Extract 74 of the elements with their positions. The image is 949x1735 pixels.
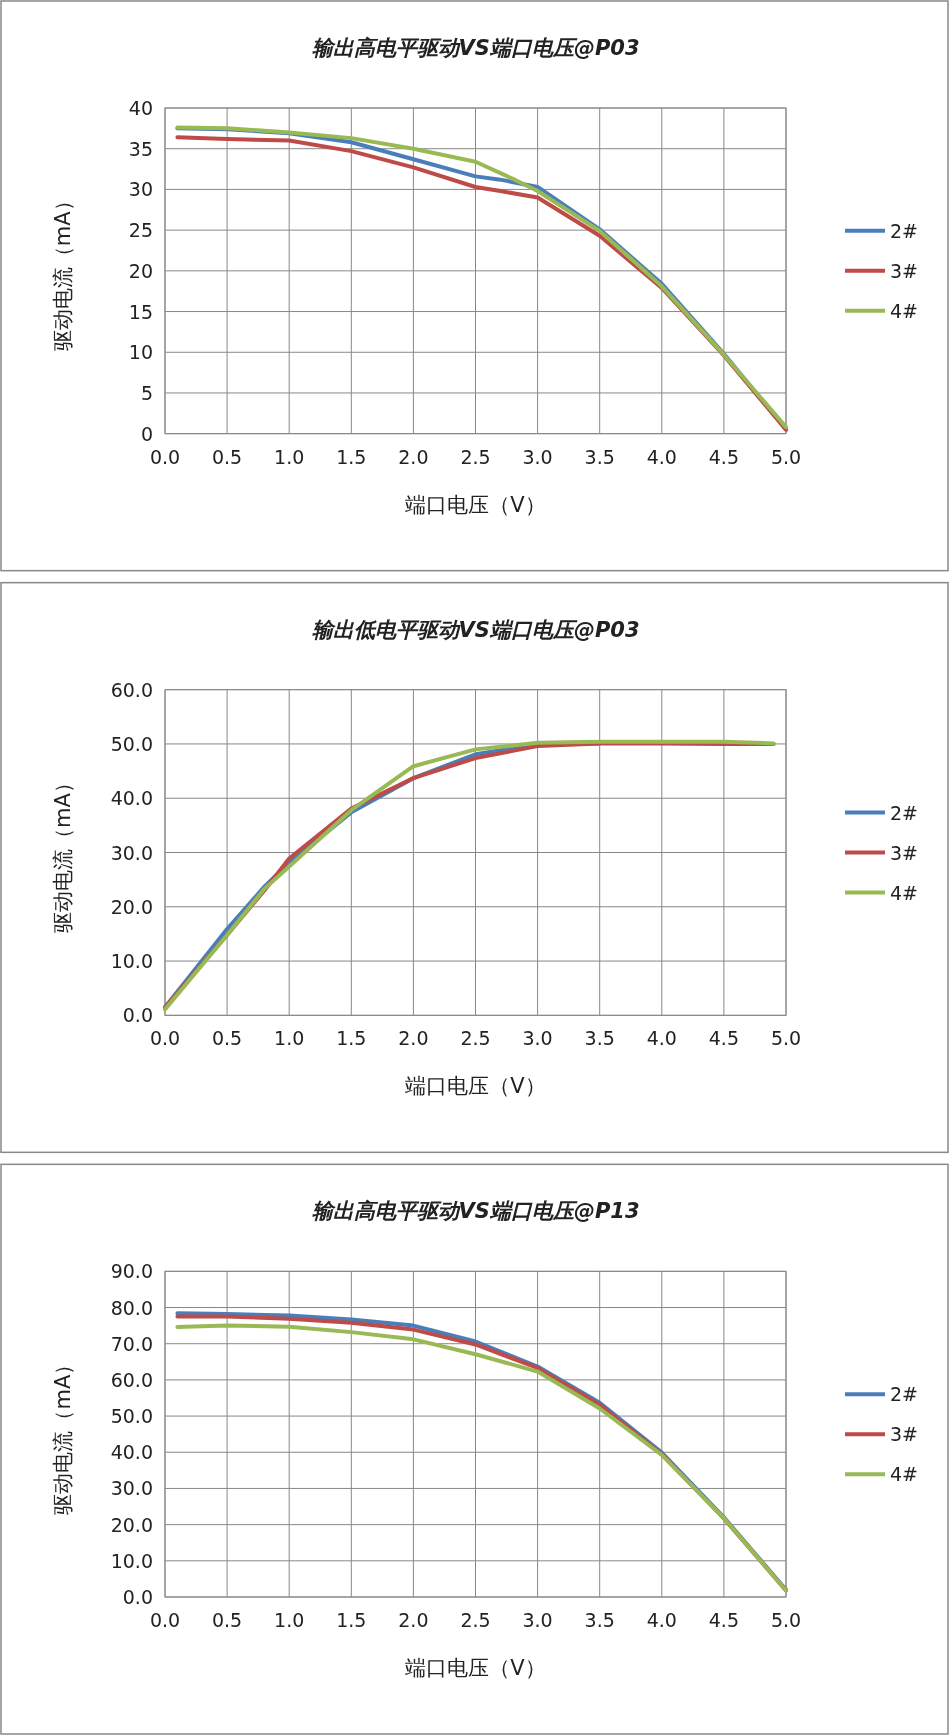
y-tick-label: 0.0 — [122, 1004, 153, 1027]
x-tick-label: 2.0 — [398, 1027, 429, 1050]
x-axis-title: 端口电压（V） — [405, 492, 546, 517]
y-tick-label: 30.0 — [110, 1477, 153, 1500]
x-tick-label: 0.5 — [211, 445, 243, 468]
chart-title: 输出高电平驱动VS端口电压@P13 — [311, 1199, 640, 1224]
x-tick-label: 1.0 — [274, 1609, 305, 1631]
y-tick-label: 5 — [140, 381, 153, 404]
y-tick-label: 30.0 — [110, 841, 153, 864]
x-tick-label: 2.5 — [460, 1027, 491, 1050]
chart-title: 输出低电平驱动VS端口电压@P03 — [311, 617, 640, 642]
x-tick-label: 3.5 — [584, 1609, 615, 1631]
legend-label: 3# — [890, 1423, 919, 1446]
x-tick-label: 5.0 — [770, 1609, 802, 1631]
y-tick-label: 80.0 — [110, 1296, 153, 1319]
x-tick-label: 1.0 — [274, 445, 305, 468]
y-tick-label: 10 — [128, 341, 153, 364]
y-axis-title: 驱动电流（mA） — [51, 772, 75, 933]
y-tick-label: 0.0 — [122, 1586, 153, 1608]
x-tick-label: 4.5 — [708, 1609, 740, 1631]
x-tick-label: 2.0 — [398, 1609, 429, 1631]
y-tick-label: 15 — [128, 300, 153, 323]
y-tick-label: 60.0 — [110, 678, 153, 701]
x-tick-label: 1.5 — [336, 1609, 367, 1631]
y-tick-label: 20 — [128, 259, 153, 282]
x-tick-label: 4.5 — [708, 1027, 740, 1050]
y-tick-label: 40 — [128, 97, 153, 119]
x-tick-label: 2.5 — [460, 445, 491, 468]
x-tick-label: 1.5 — [336, 445, 367, 468]
x-tick-label: 4.0 — [646, 1609, 677, 1631]
y-tick-label: 40.0 — [110, 787, 153, 810]
legend-label: 4# — [890, 881, 919, 904]
x-axis-title: 端口电压（V） — [405, 1656, 546, 1680]
y-axis-title: 驱动电流（mA） — [51, 1353, 75, 1515]
y-axis-title: 驱动电流（mA） — [51, 190, 75, 352]
legend-label: 2# — [890, 801, 919, 824]
chart-title: 输出高电平驱动VS端口电压@P03 — [311, 36, 640, 60]
y-tick-label: 60.0 — [110, 1368, 153, 1391]
y-tick-label: 50.0 — [110, 732, 153, 755]
legend-label: 4# — [890, 1463, 919, 1486]
legend-label: 2# — [890, 219, 919, 242]
y-tick-label: 30 — [128, 178, 153, 201]
y-tick-label: 25 — [128, 219, 153, 242]
y-tick-label: 90.0 — [110, 1260, 153, 1283]
x-tick-label: 2.0 — [398, 445, 429, 468]
y-tick-label: 10.0 — [110, 1549, 153, 1572]
x-tick-label: 2.5 — [460, 1609, 491, 1631]
legend-label: 3# — [890, 841, 919, 864]
x-tick-label: 4.5 — [708, 445, 740, 468]
legend-label: 3# — [890, 259, 919, 282]
y-tick-label: 0 — [140, 422, 153, 445]
x-tick-label: 1.5 — [336, 1027, 367, 1050]
y-tick-label: 70.0 — [110, 1332, 153, 1355]
legend-label: 2# — [890, 1383, 919, 1406]
x-tick-label: 5.0 — [770, 1027, 802, 1050]
x-tick-label: 4.0 — [646, 445, 677, 468]
y-tick-label: 20.0 — [110, 1513, 153, 1536]
y-tick-label: 40.0 — [110, 1441, 153, 1464]
x-tick-label: 3.5 — [584, 1027, 615, 1050]
x-tick-label: 1.0 — [274, 1027, 305, 1050]
x-tick-label: 4.0 — [646, 1027, 677, 1050]
x-axis-title: 端口电压（V） — [405, 1074, 546, 1099]
x-tick-label: 3.0 — [522, 1027, 553, 1050]
y-tick-label: 10.0 — [110, 950, 153, 973]
x-tick-label: 0.5 — [211, 1609, 243, 1631]
legend-label: 4# — [890, 299, 919, 322]
x-tick-label: 5.0 — [770, 445, 802, 468]
y-tick-label: 35 — [128, 137, 153, 160]
y-tick-label: 20.0 — [110, 895, 153, 918]
x-tick-label: 3.0 — [522, 445, 553, 468]
x-tick-label: 3.5 — [584, 445, 615, 468]
y-tick-label: 50.0 — [110, 1405, 153, 1428]
x-tick-label: 3.0 — [522, 1609, 553, 1631]
x-tick-label: 0.5 — [211, 1027, 243, 1050]
